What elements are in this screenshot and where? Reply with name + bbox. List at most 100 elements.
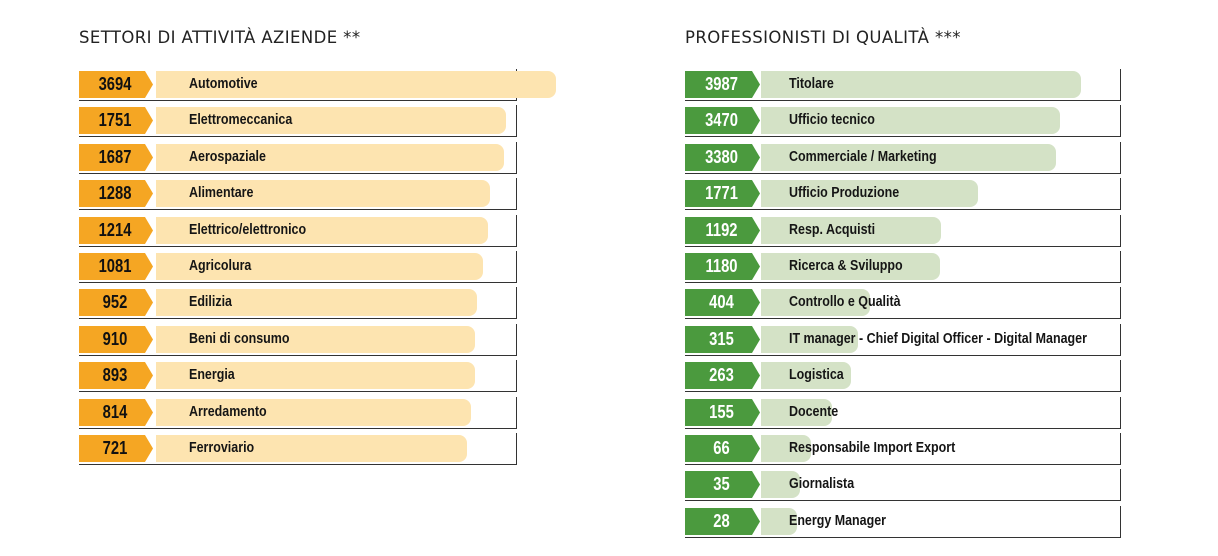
chart-row: 263 Logistica xyxy=(685,360,1121,393)
category-label: IT manager - Chief Digital Officer - Dig… xyxy=(789,330,1087,347)
value-badge-shape xyxy=(79,289,153,317)
chart-row: 315 IT manager - Chief Digital Officer - … xyxy=(685,323,1121,356)
category-label: Ufficio tecnico xyxy=(789,112,875,129)
value-label: 1214 xyxy=(98,219,132,240)
value-badge-fill xyxy=(685,471,760,499)
value-badge-fill xyxy=(685,435,760,462)
category-label: Agricolura xyxy=(189,258,252,274)
value-badge-fill xyxy=(685,289,760,317)
category-label: Aerospaziale xyxy=(189,148,266,165)
value-bar xyxy=(761,289,870,317)
value-label: 3694 xyxy=(98,74,132,94)
value-badge-fill xyxy=(685,507,760,535)
value-label: 1180 xyxy=(705,256,738,276)
value-bar xyxy=(156,71,556,98)
value-label: 1687 xyxy=(98,146,132,167)
professionals-title: PROFESSIONISTI DI QUALITÀ *** xyxy=(685,28,961,47)
category-label: Energia xyxy=(189,367,235,384)
value-bar xyxy=(761,362,851,390)
value-badge-shape xyxy=(685,362,760,390)
value-bar xyxy=(156,289,478,317)
value-badge-shape xyxy=(685,180,760,208)
category-label: Controllo e Qualità xyxy=(789,294,901,311)
value-badge-fill xyxy=(685,107,760,135)
category-label: Beni di consumo xyxy=(189,330,290,347)
value-label: 1192 xyxy=(705,219,738,240)
value-badge-shape xyxy=(685,143,760,171)
chart-row: 952 Edilizia xyxy=(79,287,517,320)
value-badge-shape xyxy=(685,435,760,462)
chart-row: 3694 Automotive xyxy=(79,69,556,101)
category-label: Ufficio Produzione xyxy=(789,185,900,202)
value-badge-shape xyxy=(79,362,153,390)
value-label: 404 xyxy=(709,292,734,313)
value-badge-fill xyxy=(79,289,153,317)
value-label: 1081 xyxy=(98,256,132,276)
value-label: 3380 xyxy=(705,146,738,167)
value-bar xyxy=(761,180,978,208)
value-label: 952 xyxy=(102,292,128,313)
value-badge-fill xyxy=(79,180,153,208)
category-label: Commerciale / Marketing xyxy=(789,148,937,165)
value-badge-shape xyxy=(79,143,153,171)
value-badge-shape xyxy=(685,253,760,280)
value-badge-fill xyxy=(685,180,760,208)
chart-row: 1771 Ufficio Produzione xyxy=(685,178,1121,211)
value-bar xyxy=(761,507,797,535)
category-label: Ricerca & Sviluppo xyxy=(789,258,903,274)
category-label: Docente xyxy=(789,403,839,420)
chart-row: 814 Arredamento xyxy=(79,396,517,429)
value-label: 35 xyxy=(713,474,730,495)
value-bar xyxy=(156,143,505,171)
value-badge-shape xyxy=(79,398,153,426)
value-bar xyxy=(156,216,488,244)
value-badge-fill xyxy=(79,398,153,426)
category-label: Resp. Acquisti xyxy=(789,221,876,238)
value-bar xyxy=(761,253,940,280)
chart-row: 1081 Agricolura xyxy=(79,251,517,283)
value-badge-shape xyxy=(79,180,153,208)
value-bar xyxy=(761,71,1081,98)
value-badge-fill xyxy=(79,216,153,244)
value-bar xyxy=(156,362,475,390)
value-bar xyxy=(761,216,941,244)
chart-row: 35 Giornalista xyxy=(685,469,1121,502)
category-label: Ferroviario xyxy=(189,440,255,456)
sectors-title: SETTORI DI ATTIVITÀ AZIENDE ** xyxy=(79,28,361,47)
category-label: Automotive xyxy=(189,76,258,92)
value-label: 3470 xyxy=(705,110,738,131)
chart-row: 1288 Alimentare xyxy=(79,178,517,211)
value-label: 814 xyxy=(102,401,128,422)
category-label: Titolare xyxy=(789,76,834,92)
value-bar xyxy=(761,107,1061,135)
chart-row: 1687 Aerospaziale xyxy=(79,141,517,174)
category-label: Arredamento xyxy=(189,403,267,420)
value-bar xyxy=(761,471,801,499)
chart-row: 28 Energy Manager xyxy=(685,505,1121,538)
chart-row: 404 Controllo e Qualità xyxy=(685,287,1121,320)
value-bar xyxy=(761,325,859,353)
value-badge-fill xyxy=(79,362,153,390)
value-badge-fill xyxy=(79,325,153,353)
value-label: 1771 xyxy=(705,183,738,204)
value-label: 1751 xyxy=(98,110,132,131)
value-badge-shape xyxy=(685,325,760,353)
value-label: 66 xyxy=(713,438,730,458)
chart-row: 66 Responsabile Import Export xyxy=(685,433,1121,465)
value-badge-shape xyxy=(685,71,760,98)
value-label: 28 xyxy=(713,510,730,531)
chart-row: 155 Docente xyxy=(685,396,1121,429)
chart-row: 1751 Elettromeccanica xyxy=(79,105,517,138)
value-badge-fill xyxy=(685,71,760,98)
value-badge-fill xyxy=(685,398,760,426)
value-badge-shape xyxy=(685,107,760,135)
category-label: Alimentare xyxy=(189,185,254,202)
value-badge-fill xyxy=(79,253,153,280)
chart-row: 910 Beni di consumo xyxy=(79,323,517,356)
chart-row: 1192 Resp. Acquisti xyxy=(685,214,1121,247)
value-label: 155 xyxy=(709,401,734,422)
value-bar xyxy=(761,435,811,462)
category-label: Logistica xyxy=(789,367,844,384)
chart-row: 721 Ferroviario xyxy=(79,433,517,465)
value-badge-fill xyxy=(685,253,760,280)
